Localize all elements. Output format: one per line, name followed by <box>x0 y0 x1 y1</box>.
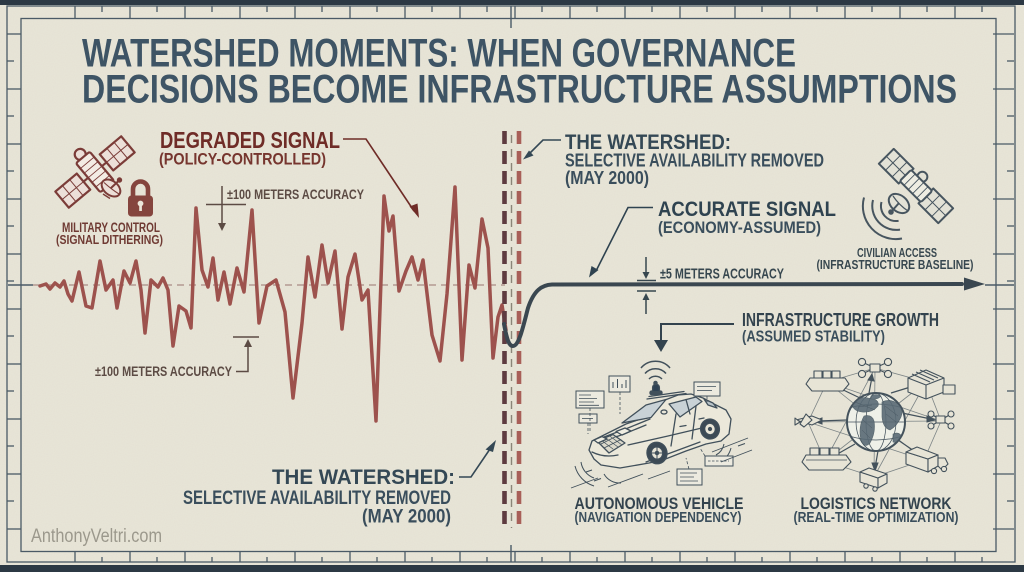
svg-text:(MAY 2000): (MAY 2000) <box>565 168 649 188</box>
svg-text:SELECTIVE AVAILABILITY REMOVED: SELECTIVE AVAILABILITY REMOVED <box>183 488 451 509</box>
svg-text:LOGISTICS NETWORK: LOGISTICS NETWORK <box>801 494 953 513</box>
svg-text:ACCURATE SIGNAL: ACCURATE SIGNAL <box>658 198 836 221</box>
svg-text:INFRASTRUCTURE GROWTH: INFRASTRUCTURE GROWTH <box>742 309 939 330</box>
svg-text:(ASSUMED STABILITY): (ASSUMED STABILITY) <box>742 329 885 346</box>
svg-text:(NAVIGATION DEPENDENCY): (NAVIGATION DEPENDENCY) <box>575 509 742 526</box>
svg-text:±100 METERS ACCURACY: ±100 METERS ACCURACY <box>95 364 232 379</box>
svg-text:(SIGNAL DITHERING): (SIGNAL DITHERING) <box>56 232 163 247</box>
svg-text:(POLICY-CONTROLLED): (POLICY-CONTROLLED) <box>159 150 326 169</box>
svg-text:AUTONOMOUS VEHICLE: AUTONOMOUS VEHICLE <box>575 494 744 513</box>
svg-text:MILITARY CONTROL: MILITARY CONTROL <box>62 220 160 235</box>
svg-text:(MAY 2000): (MAY 2000) <box>362 507 451 528</box>
svg-text:DECISIONS BECOME INFRASTRUCTUR: DECISIONS BECOME INFRASTRUCTURE ASSUMPTI… <box>82 68 957 112</box>
svg-text:WATERSHED MOMENTS: WHEN GOVERN: WATERSHED MOMENTS: WHEN GOVERNANCE <box>82 32 796 76</box>
svg-text:±100 METERS ACCURACY: ±100 METERS ACCURACY <box>227 186 365 202</box>
svg-text:±5 METERS ACCURACY: ±5 METERS ACCURACY <box>660 266 784 283</box>
svg-text:(REAL-TIME OPTIMIZATION): (REAL-TIME OPTIMIZATION) <box>794 509 959 526</box>
svg-text:THE WATERSHED:: THE WATERSHED: <box>565 131 731 154</box>
svg-text:CIVILIAN ACCESS: CIVILIAN ACCESS <box>857 246 937 260</box>
svg-text:THE WATERSHED:: THE WATERSHED: <box>272 466 455 489</box>
svg-text:(INFRASTRUCTURE BASELINE): (INFRASTRUCTURE BASELINE) <box>817 258 974 272</box>
svg-text:AnthonyVeltri.com: AnthonyVeltri.com <box>31 526 162 547</box>
svg-text:DEGRADED SIGNAL: DEGRADED SIGNAL <box>160 127 340 153</box>
svg-text:SELECTIVE AVAILABILITY REMOVED: SELECTIVE AVAILABILITY REMOVED <box>565 151 824 171</box>
svg-text:(ECONOMY-ASSUMED): (ECONOMY-ASSUMED) <box>658 219 821 237</box>
